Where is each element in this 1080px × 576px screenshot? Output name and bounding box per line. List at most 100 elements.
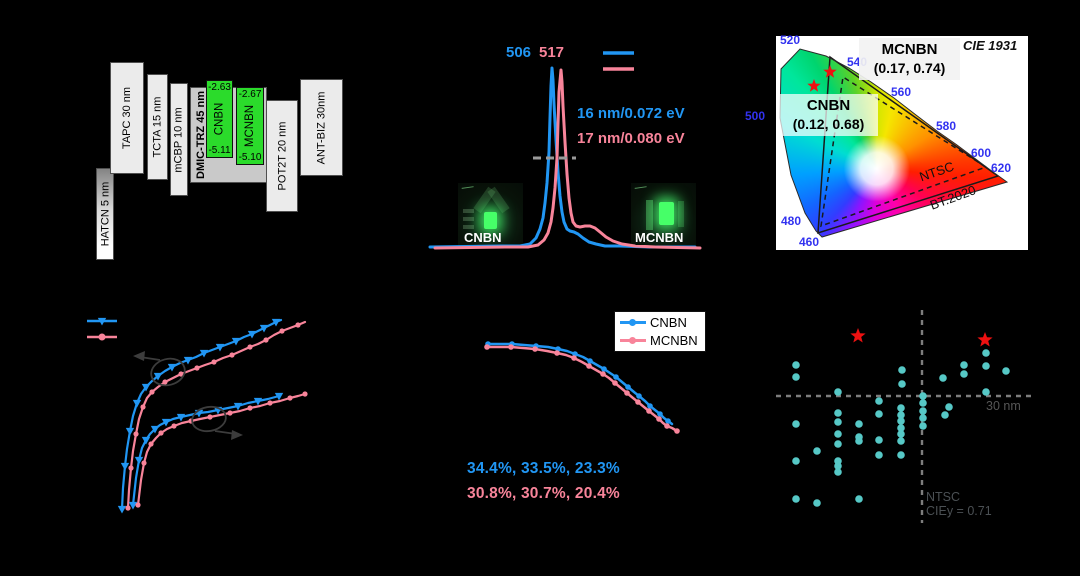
eqe-legend-label-cnbn: CNBN <box>650 315 687 330</box>
series-marker <box>231 337 241 346</box>
series-marker <box>178 371 184 377</box>
series-marker <box>117 505 127 514</box>
series-marker <box>647 403 653 409</box>
mcnbn-homo-value: -5.10 <box>238 152 262 163</box>
series-marker <box>625 384 631 390</box>
series-marker <box>274 392 284 401</box>
photo-contact-pads <box>463 209 474 231</box>
peak-label-mcnbn: 517 <box>539 44 565 61</box>
series-marker <box>302 391 308 397</box>
series-marker <box>120 462 130 471</box>
series-marker <box>601 366 607 372</box>
layer-bar-tapc: TAPC 30 nm <box>110 62 144 174</box>
jvl-curve-CNBN-upper <box>120 318 283 511</box>
series-marker <box>247 405 253 411</box>
series-marker <box>532 346 538 352</box>
series-marker <box>135 502 141 508</box>
cie-tick-620: 620 <box>991 161 1012 175</box>
peak-label-cnbn: 506 <box>506 44 532 61</box>
literature-data-point <box>792 373 800 381</box>
literature-data-point <box>897 451 905 459</box>
left-axis-arrowhead <box>133 351 145 361</box>
spectral-locus <box>779 48 1009 238</box>
eqe_rolloff-curve-MCNBN <box>485 345 679 433</box>
eqe-legend-row-cnbn: CNBN <box>615 314 705 332</box>
series-marker <box>134 456 144 465</box>
literature-data-point <box>792 361 800 369</box>
literature-data-point <box>834 388 842 396</box>
photo-pixel-bar <box>678 201 684 227</box>
literature-data-point <box>898 380 906 388</box>
series-marker <box>141 383 151 392</box>
literature-data-point <box>897 430 905 438</box>
series-marker <box>194 365 200 371</box>
series-marker <box>263 337 269 343</box>
series-marker <box>176 413 186 422</box>
series-marker <box>128 501 138 510</box>
series-marker <box>635 399 641 405</box>
literature-data-point <box>941 411 949 419</box>
series-marker <box>149 389 155 395</box>
series-marker <box>253 397 263 406</box>
series-marker <box>148 441 154 447</box>
series-marker <box>207 414 213 420</box>
cie-callout-mcnbn-name: MCNBN <box>881 41 938 58</box>
literature-data-point <box>834 430 842 438</box>
eqe_rolloff-curve-CNBN <box>486 342 674 426</box>
series-marker <box>259 324 269 333</box>
emitter-bar-cnbn: -2.63 CNBN -5.11 <box>206 80 233 158</box>
series-marker <box>612 380 618 386</box>
series-marker <box>484 344 490 350</box>
left-axis-indicator-ellipse <box>150 357 186 387</box>
eqe-values-mcnbn: 30.8%, 30.7%, 20.4% <box>467 485 620 502</box>
literature-data-point <box>897 437 905 445</box>
eqe-legend-label-mcnbn: MCNBN <box>650 333 698 348</box>
series-marker <box>158 430 164 436</box>
photo-label-mcnbn: MCNBN <box>635 230 684 245</box>
series-marker <box>215 343 225 352</box>
mcnbn-lumo-value: -2.67 <box>238 89 262 100</box>
series-marker <box>140 404 146 410</box>
series-marker <box>125 505 131 511</box>
cie-tick-600: 600 <box>971 146 992 160</box>
series-marker <box>128 465 134 471</box>
series-marker <box>295 322 301 328</box>
right-axis-indicator-ellipse <box>191 405 227 433</box>
series-marker <box>141 460 147 466</box>
series-marker <box>141 436 151 445</box>
gamut-BT.2020 <box>817 55 1000 235</box>
cnbn-homo-value: -5.11 <box>208 145 231 156</box>
literature-data-point <box>855 437 863 445</box>
series-marker <box>624 390 630 396</box>
literature-data-point <box>1002 367 1010 375</box>
el-emission-glow <box>659 202 674 225</box>
literature-data-point <box>834 462 842 470</box>
scatter-star-CNBN <box>850 328 866 343</box>
series-marker <box>657 411 663 417</box>
cie-star-CNBN <box>807 79 821 92</box>
series-marker <box>508 344 514 350</box>
series-marker <box>247 330 257 339</box>
eqe-values-cnbn: 34.4%, 33.5%, 23.3% <box>467 460 620 477</box>
literature-data-point <box>855 420 863 428</box>
literature-data-point <box>834 409 842 417</box>
series-marker <box>571 355 577 361</box>
series-marker <box>150 425 160 434</box>
series-marker <box>183 356 193 365</box>
layer-bar-tcta: TCTA 15 nm <box>147 74 168 180</box>
literature-data-point <box>897 424 905 432</box>
fwhm-ref-label: 30 nm <box>986 399 1021 413</box>
el_spectra-curve-CNBN <box>428 66 697 249</box>
literature-data-point <box>919 399 927 407</box>
series-marker <box>171 423 177 429</box>
series-marker <box>674 428 680 434</box>
cie-callout-cnbn: CNBN (0.12, 0.68) <box>779 94 878 137</box>
series-marker <box>199 349 209 358</box>
jvl-curve-MCNBN-lower <box>136 392 307 507</box>
right-axis-arrowhead <box>231 430 243 440</box>
literature-data-point <box>792 495 800 503</box>
fwhm-text-mcnbn: 17 nm/0.080 eV <box>577 130 685 147</box>
photo-label-cnbn: CNBN <box>464 230 502 245</box>
